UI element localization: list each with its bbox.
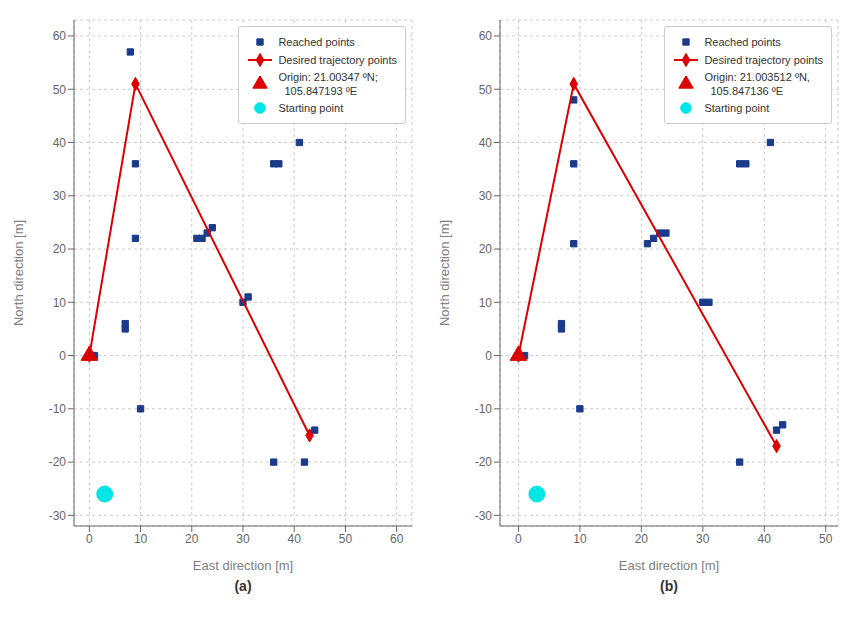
svg-text:20: 20 xyxy=(53,242,67,256)
svg-text:10: 10 xyxy=(573,532,587,546)
svg-text:-30: -30 xyxy=(475,509,493,523)
svg-text:40: 40 xyxy=(53,136,67,150)
svg-text:30: 30 xyxy=(53,189,67,203)
svg-text:East direction [m]: East direction [m] xyxy=(193,558,293,573)
html-text:Starting point: Starting point xyxy=(278,102,344,114)
svg-text:20: 20 xyxy=(185,532,199,546)
svg-text:10: 10 xyxy=(134,532,148,546)
svg-text:North direction [m]: North direction [m] xyxy=(437,220,452,326)
svg-text:10: 10 xyxy=(479,296,493,310)
svg-text:20: 20 xyxy=(635,532,649,546)
svg-text:40: 40 xyxy=(758,532,772,546)
svg-text:North direction [m]: North direction [m] xyxy=(11,220,26,326)
svg-text:30: 30 xyxy=(479,189,493,203)
svg-text:East direction [m]: East direction [m] xyxy=(619,558,719,573)
svg-text:-10: -10 xyxy=(475,402,493,416)
svg-text:60: 60 xyxy=(479,29,493,43)
html-text:Desired trajectory points: Desired trajectory points xyxy=(704,54,823,66)
html-text:(b): (b) xyxy=(660,578,678,594)
svg-text:50: 50 xyxy=(479,83,493,97)
svg-text:50: 50 xyxy=(339,532,353,546)
svg-text:30: 30 xyxy=(236,532,250,546)
svg-text:0: 0 xyxy=(515,532,522,546)
svg-text:-20: -20 xyxy=(475,455,493,469)
svg-text:0: 0 xyxy=(485,349,492,363)
svg-text:-10: -10 xyxy=(49,402,67,416)
svg-text:-20: -20 xyxy=(49,455,67,469)
html-text:Origin: 21.00347 ºN; 105.84719: Origin: 21.00347 ºN; 105.847193 ºE xyxy=(278,71,378,97)
svg-text:40: 40 xyxy=(479,136,493,150)
svg-text:50: 50 xyxy=(53,83,67,97)
svg-text:-30: -30 xyxy=(49,509,67,523)
svg-text:60: 60 xyxy=(390,532,404,546)
svg-text:0: 0 xyxy=(59,349,66,363)
html-text:Desired trajectory points: Desired trajectory points xyxy=(278,54,397,66)
html-text:Origin: 21.003512 ºN, 105.8471: Origin: 21.003512 ºN, 105.847136 ºE xyxy=(704,71,810,97)
svg-text:50: 50 xyxy=(819,532,833,546)
svg-text:0: 0 xyxy=(86,532,93,546)
svg-text:20: 20 xyxy=(479,242,493,256)
svg-text:30: 30 xyxy=(696,532,710,546)
svg-text:60: 60 xyxy=(53,29,67,43)
svg-text:10: 10 xyxy=(53,296,67,310)
html-text:Reached points: Reached points xyxy=(278,36,355,48)
html-text:Reached points: Reached points xyxy=(704,36,781,48)
html-text:(a): (a) xyxy=(234,578,252,594)
svg-text:40: 40 xyxy=(288,532,302,546)
html-text:Starting point: Starting point xyxy=(704,102,770,114)
